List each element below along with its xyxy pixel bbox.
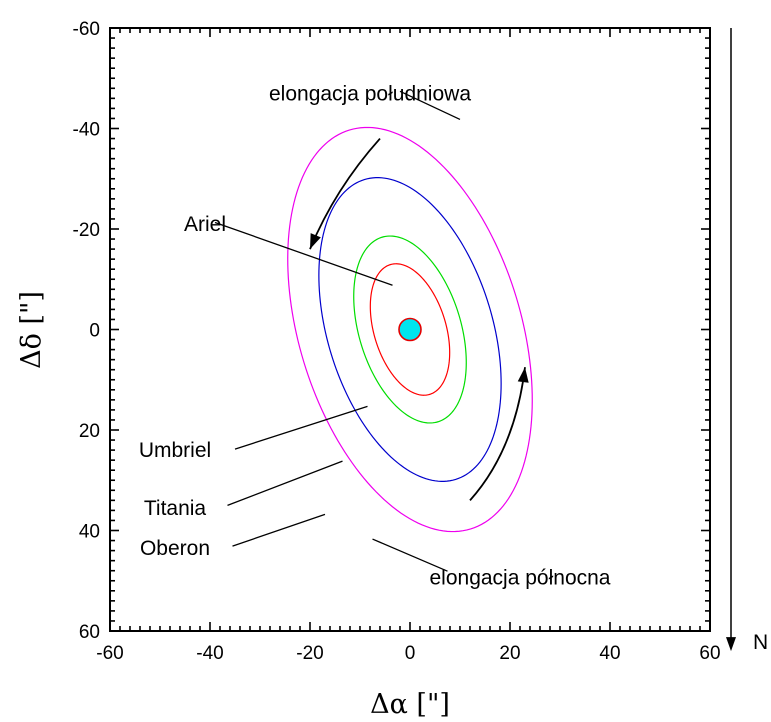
annotation-label: Titania	[144, 497, 207, 520]
annotation-label: Oberon	[140, 537, 210, 560]
x-tick-label: 0	[405, 643, 416, 664]
x-tick-label: -40	[196, 643, 223, 664]
leader-line	[214, 221, 393, 286]
annotation-label: elongacja południowa	[269, 82, 471, 105]
y-tick-label: -20	[73, 220, 100, 241]
leader-line	[232, 513, 326, 547]
orbit-direction-arrow	[309, 137, 381, 250]
arrowhead-icon	[517, 367, 529, 383]
y-axis-title: Δδ ["]	[16, 291, 47, 369]
direction-arrows	[309, 137, 529, 501]
y-tick-label: 40	[79, 522, 100, 543]
y-tick-label: 20	[79, 421, 100, 442]
x-tick-label: -60	[96, 643, 123, 664]
annotation-label: Ariel	[184, 213, 226, 236]
orbit-direction-arrow	[469, 367, 526, 501]
leader-line	[234, 405, 368, 450]
x-tick-label: 40	[599, 643, 620, 664]
y-tick-label: 0	[89, 321, 100, 342]
y-tick-label: -40	[73, 120, 100, 141]
annotation-label: Umbriel	[139, 439, 211, 462]
x-tick-label: -20	[296, 643, 323, 664]
annotation-label: elongacja północna	[430, 567, 611, 590]
orbit-umbriel	[353, 235, 467, 424]
leader-line	[399, 90, 461, 121]
north-arrowhead-icon	[726, 637, 736, 652]
annotations: elongacja południowa Ariel Umbriel Titania O…	[139, 82, 611, 589]
orbit-ariel	[369, 263, 451, 396]
orbit-oberon	[287, 126, 533, 533]
orbit-series	[287, 126, 533, 533]
planet-marker	[398, 317, 422, 342]
x-tick-label: 20	[499, 643, 520, 664]
orbit-titania	[318, 177, 502, 482]
plot-frame	[109, 27, 711, 632]
leader-line	[227, 460, 343, 506]
y-tick-label: 60	[79, 622, 100, 643]
north-label: N	[753, 631, 768, 654]
x-axis-title: Δα ["]	[370, 689, 450, 720]
x-tick-label: 60	[699, 643, 720, 664]
y-tick-label: -60	[73, 19, 100, 40]
arrowhead-icon	[310, 233, 321, 250]
leader-line	[372, 538, 448, 572]
north-indicator: N	[726, 28, 768, 654]
